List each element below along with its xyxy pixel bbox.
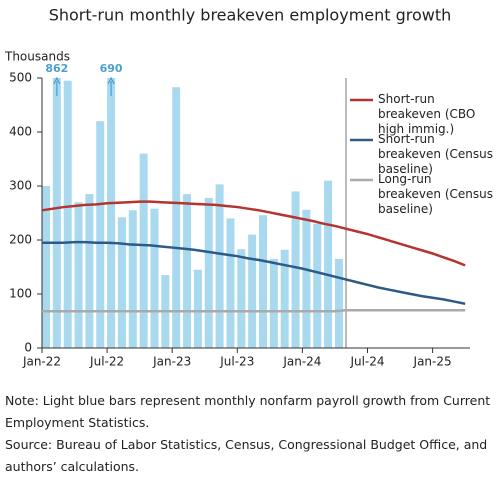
- bar: [226, 218, 235, 348]
- x-tick-label: Jul-22: [89, 355, 124, 369]
- bar: [313, 223, 322, 348]
- legend-label: Long-run breakeven (Census baseline): [378, 172, 493, 216]
- bar: [183, 194, 192, 348]
- y-tick-label: 500: [9, 71, 32, 85]
- bars: 862 690: [42, 62, 343, 349]
- bar: [96, 121, 105, 348]
- x-tick-label: Jan-23: [152, 355, 191, 369]
- y-tick-label: 300: [9, 179, 32, 193]
- bar: [85, 194, 94, 348]
- bar: [128, 210, 137, 348]
- x-tick-label: Jan-25: [413, 355, 452, 369]
- bar: [150, 208, 159, 348]
- bar: [52, 78, 61, 348]
- y-tick-label: 100: [9, 287, 32, 301]
- bar: [248, 234, 257, 348]
- bar: [269, 258, 278, 348]
- series-line: [42, 240, 466, 305]
- y-tick-label: 400: [9, 125, 32, 139]
- bar: [302, 209, 311, 348]
- clip-arrowhead: [107, 76, 115, 85]
- x-tick-label: Jan-24: [282, 355, 321, 369]
- chart: Short-run monthly breakeven employment g…: [4, 6, 470, 369]
- series-line: [41, 200, 466, 267]
- bar: [237, 249, 246, 348]
- notes: Note: Light blue bars represent monthly …: [5, 390, 495, 478]
- lines: [41, 200, 466, 313]
- bar: [280, 249, 289, 348]
- bar: [172, 87, 181, 349]
- bar: [117, 217, 126, 348]
- bar: [42, 186, 50, 348]
- legend-label: Short-run breakeven (Census baseline): [378, 132, 493, 176]
- x-tick-label: Jul-23: [219, 355, 254, 369]
- legend-label: Short-run breakeven (CBO high immig.): [378, 92, 476, 136]
- chart-title: Short-run monthly breakeven employment g…: [49, 6, 452, 25]
- bar: [193, 269, 202, 348]
- bar: [63, 80, 72, 348]
- value-label: 862: [45, 62, 68, 75]
- bar: [204, 197, 213, 348]
- bar: [139, 153, 148, 348]
- y-axis-label: Thousands: [4, 50, 70, 64]
- x-tick-label: Jan-22: [22, 355, 61, 369]
- axes: 0 100 200 300 400 500 Jan-22 Jul-22 Jan-23 Jul-23…: [9, 71, 470, 369]
- y-tick-label: 0: [24, 341, 32, 355]
- bar: [259, 215, 267, 348]
- bar: [291, 191, 300, 348]
- bar: [215, 184, 224, 348]
- bar: [334, 258, 343, 348]
- clip-arrowhead: [53, 76, 61, 85]
- note: Note: Light blue bars represent monthly …: [5, 393, 491, 430]
- bar: [74, 202, 83, 348]
- source: Source: Bureau of Labor Statistics, Cens…: [5, 437, 488, 474]
- bar: [324, 180, 333, 348]
- series-line: [42, 308, 466, 313]
- y-tick-label: 200: [9, 233, 32, 247]
- x-tick-label: Jul-24: [349, 355, 384, 369]
- value-label: 690: [100, 62, 123, 75]
- bar: [107, 78, 116, 348]
